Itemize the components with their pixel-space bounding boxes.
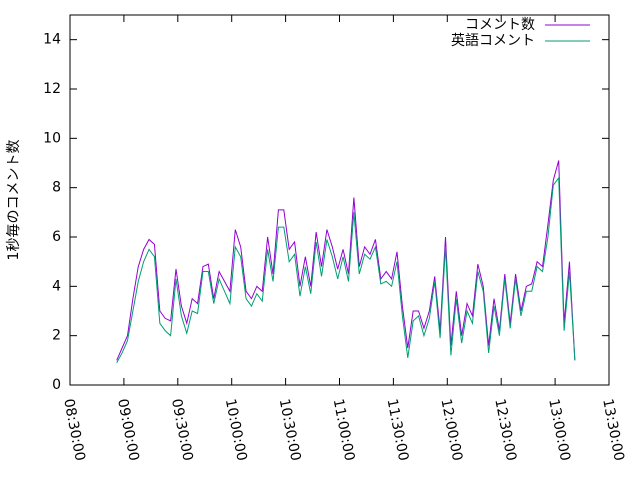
y-tick-label: 4 xyxy=(52,278,61,294)
y-tick-label: 14 xyxy=(43,32,61,48)
y-tick-label: 0 xyxy=(52,377,61,393)
plot-border xyxy=(69,14,610,386)
y-tick-label: 2 xyxy=(52,328,61,344)
series-line xyxy=(116,160,576,361)
x-tick-label: 10:30:00 xyxy=(276,397,304,462)
y-tick-label: 10 xyxy=(43,130,61,146)
x-tick-label: 10:00:00 xyxy=(222,397,250,462)
y-axis-label: 1秒毎のコメント数 xyxy=(6,140,22,261)
x-tick-label: 09:30:00 xyxy=(168,397,196,462)
series-line xyxy=(116,176,576,364)
x-tick-label: 13:30:00 xyxy=(599,397,627,462)
x-tick-label: 11:00:00 xyxy=(330,397,358,462)
legend-label: コメント数 xyxy=(465,17,535,33)
x-tick-label: 12:30:00 xyxy=(491,397,519,462)
x-tick-label: 12:00:00 xyxy=(437,397,465,462)
x-tick-label: 09:00:00 xyxy=(114,397,142,462)
x-tick-label: 08:30:00 xyxy=(60,397,88,462)
x-tick-label: 13:00:00 xyxy=(545,397,573,462)
y-tick-label: 8 xyxy=(52,180,61,196)
y-tick-label: 6 xyxy=(52,229,61,245)
legend-label: 英語コメント xyxy=(451,32,535,49)
y-tick-label: 12 xyxy=(43,81,61,97)
x-tick-label: 11:30:00 xyxy=(384,397,412,462)
